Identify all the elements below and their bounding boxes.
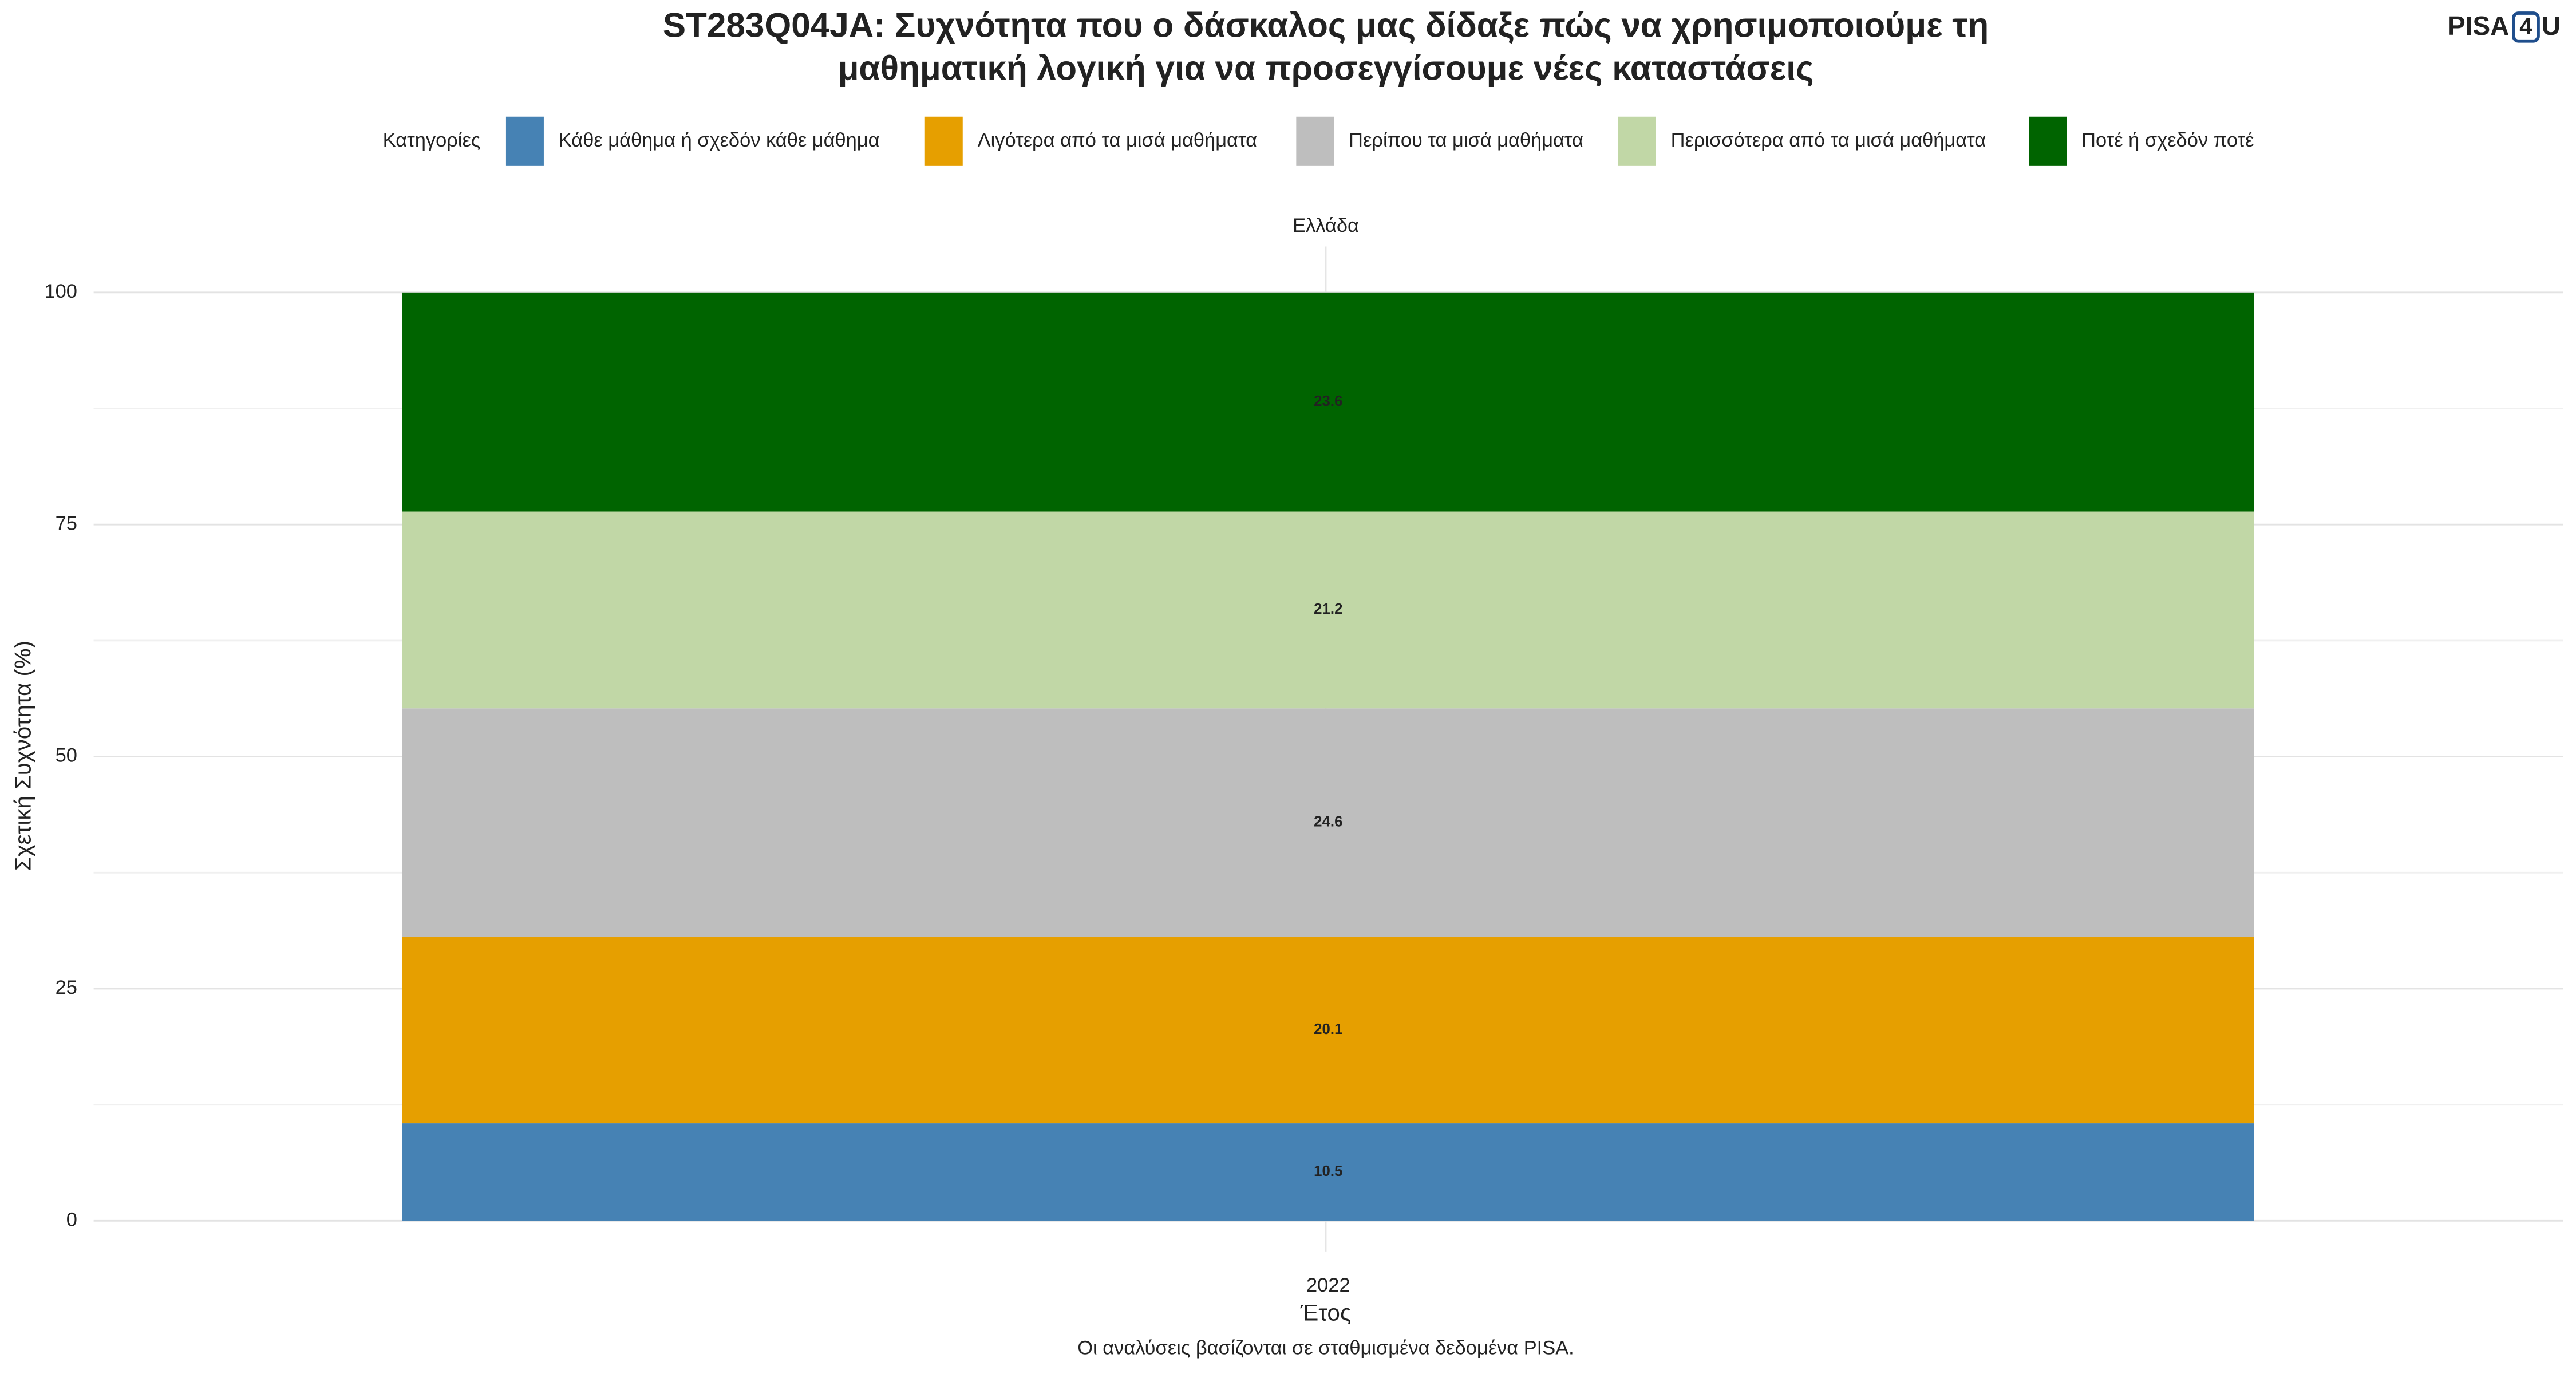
legend-label: Κάθε μάθημα ή σχεδόν κάθε μάθημα xyxy=(559,129,880,151)
bar-segment xyxy=(402,292,2254,512)
value-label: 20.1 xyxy=(1314,1021,1342,1037)
bar-segment xyxy=(402,511,2254,709)
legend-swatch xyxy=(505,116,544,166)
y-tick-label: 50 xyxy=(56,745,77,767)
legend-label: Λιγότερα από τα μισά μαθήματα xyxy=(978,129,1257,151)
legend-swatch xyxy=(1618,116,1656,166)
x-axis-title: Έτος xyxy=(1300,1300,1351,1326)
bar-segment xyxy=(402,937,2254,1124)
legend-swatch xyxy=(1296,116,1334,166)
chart-title: μαθηματική λογική για να προσεγγίσουμε ν… xyxy=(838,48,1814,87)
value-label: 21.2 xyxy=(1314,601,1342,617)
value-label: 23.6 xyxy=(1314,393,1342,409)
y-tick-label: 75 xyxy=(56,512,77,534)
logo-box xyxy=(2512,11,2540,43)
chart-title: ST283Q04JA: Συχνότητα που ο δάσκαλος μας… xyxy=(663,6,1989,45)
legend-swatch xyxy=(2029,116,2067,166)
y-axis-title: Σχετική Συχνότητα (%) xyxy=(10,641,36,871)
logo-text: 4 xyxy=(2519,13,2532,39)
legend-label: Περίπου τα μισά μαθήματα xyxy=(1349,129,1583,151)
value-label: 24.6 xyxy=(1314,814,1342,830)
x-tick-label: 2022 xyxy=(1306,1274,1350,1296)
legend-label: Περισσότερα από τα μισά μαθήματα xyxy=(1671,129,1986,151)
y-tick-label: 0 xyxy=(66,1209,77,1230)
value-label: 10.5 xyxy=(1314,1163,1342,1179)
logo-text: U xyxy=(2542,11,2561,41)
bar-segment xyxy=(402,708,2254,937)
legend-swatch xyxy=(924,116,963,166)
legend-title: Κατηγορίες xyxy=(383,129,481,151)
facet-label: Ελλάδα xyxy=(1293,215,1359,236)
legend-label: Ποτέ ή σχεδόν ποτέ xyxy=(2081,129,2254,151)
y-tick-label: 25 xyxy=(56,977,77,998)
caption: Οι αναλύσεις βασίζονται σε σταθμισμένα δ… xyxy=(1077,1337,1574,1359)
logo-text: PISA xyxy=(2448,11,2509,41)
y-tick-label: 100 xyxy=(44,281,77,302)
bar-segment xyxy=(402,1123,2254,1221)
logo: PISA 4 U xyxy=(2448,11,2561,43)
